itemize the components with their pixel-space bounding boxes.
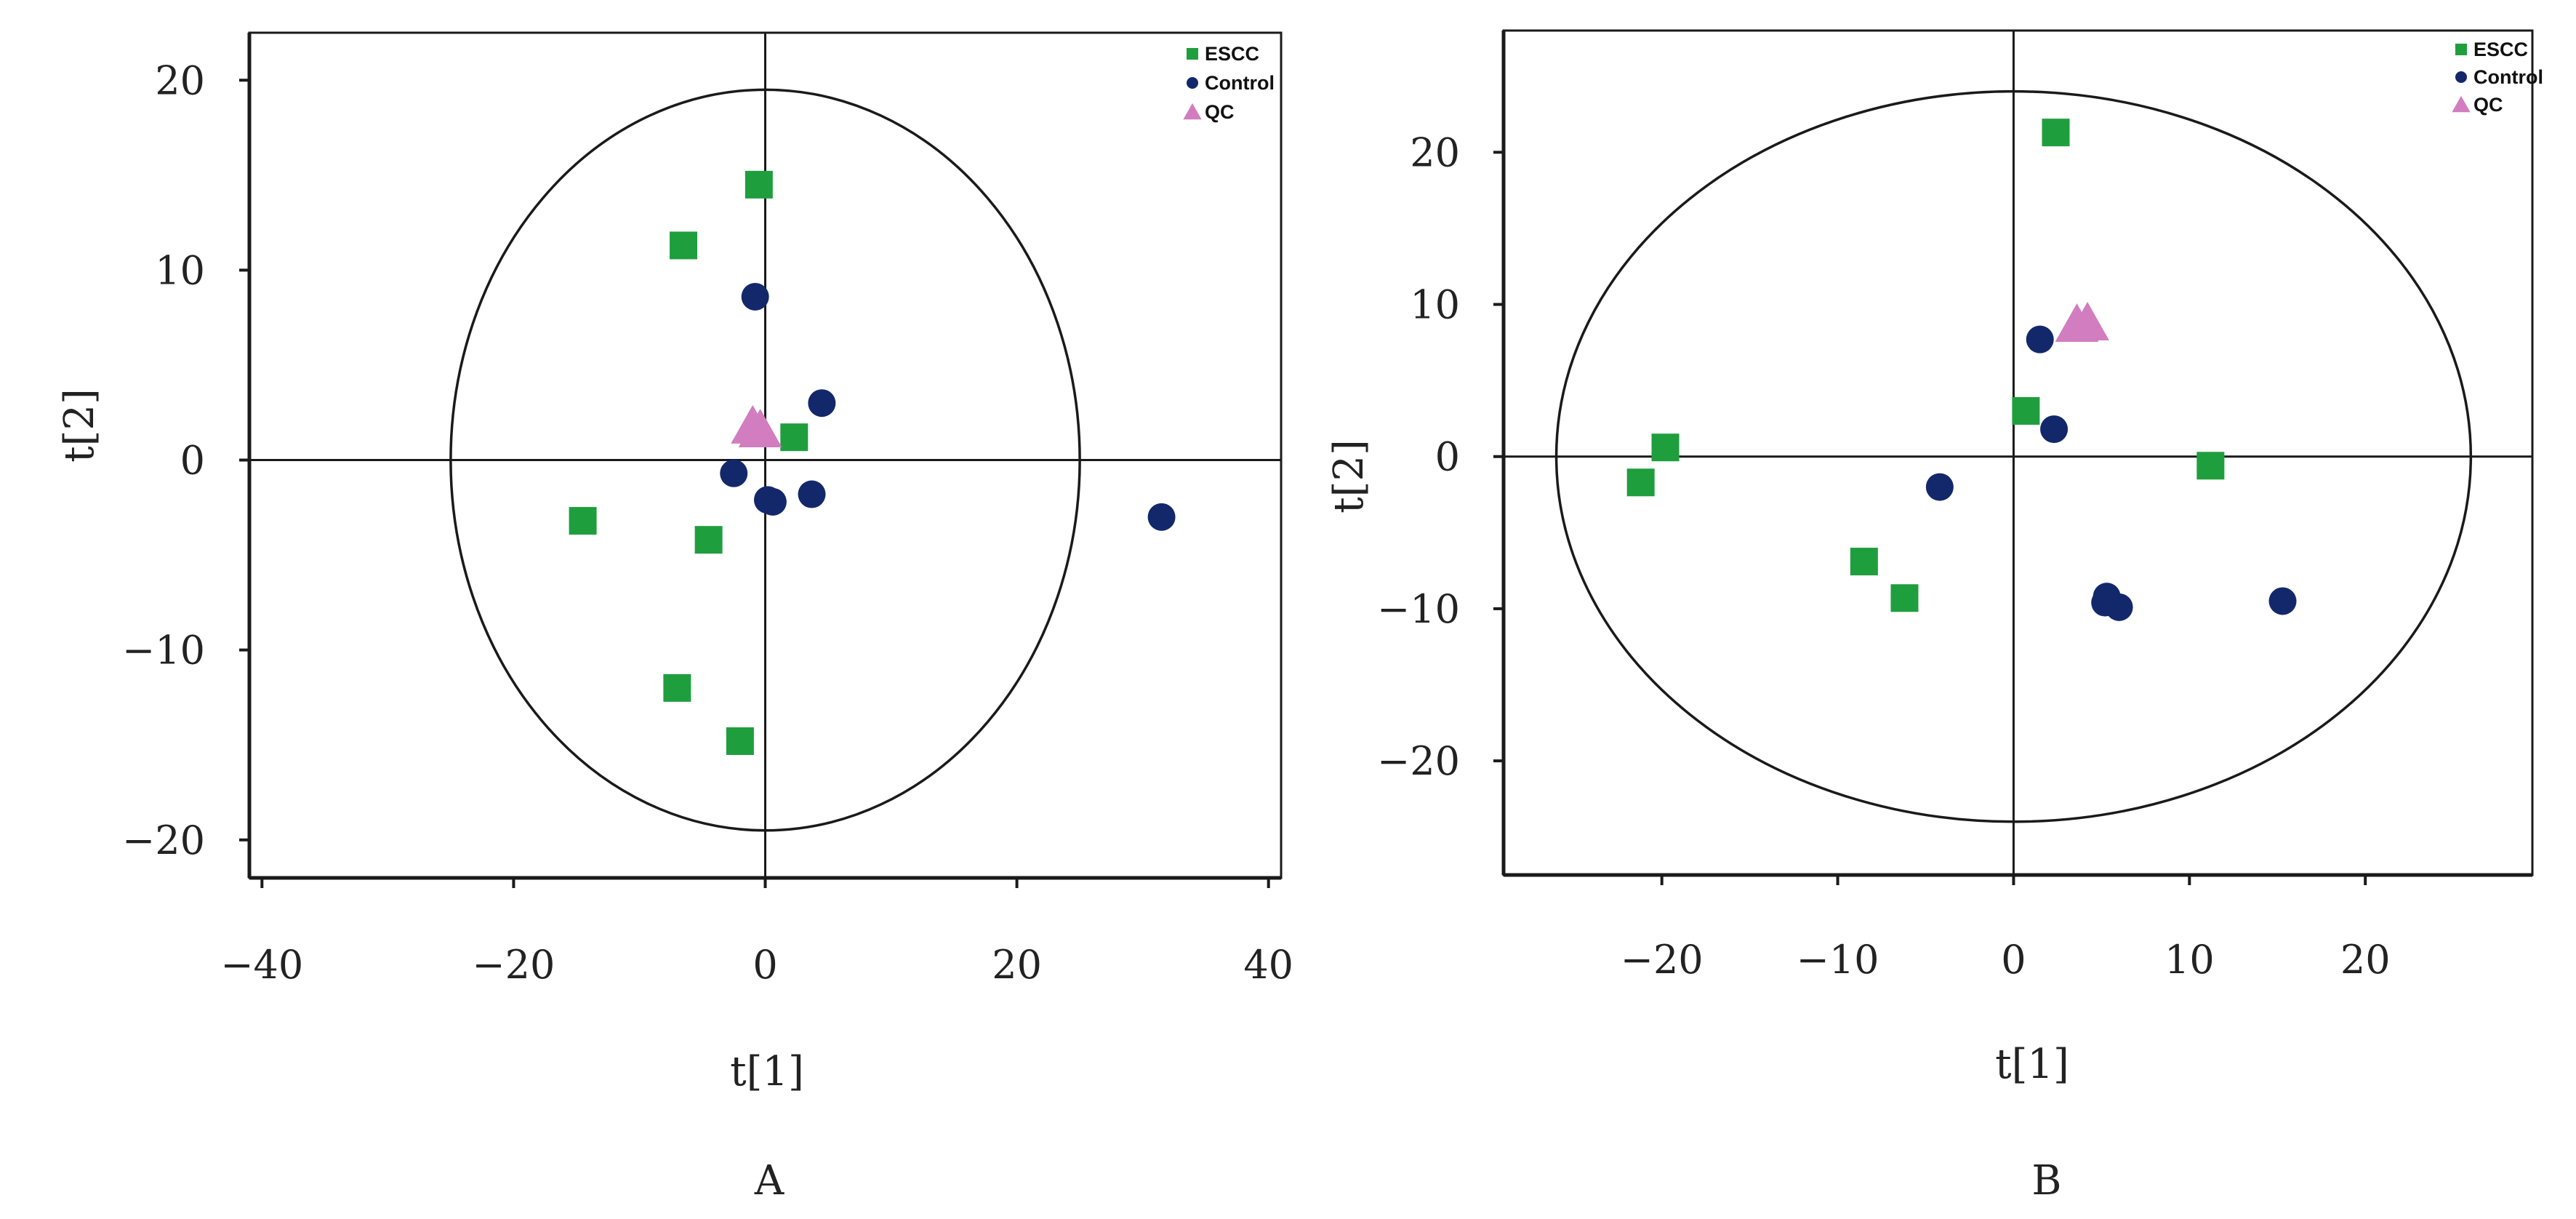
y-tick-label: 10 <box>1410 282 1460 328</box>
legend-label-escc: ESCC <box>2473 39 2528 60</box>
series-escc <box>569 170 808 755</box>
data-point-escc <box>569 507 597 535</box>
x-tick-label: 0 <box>2001 937 2026 983</box>
y-axis-title: t[2] <box>1325 439 1373 513</box>
data-point-escc <box>694 526 723 554</box>
data-point-control <box>2268 587 2297 615</box>
data-point-escc <box>780 423 808 452</box>
x-axis-title: t[1] <box>1995 1041 2069 1088</box>
data-point-qc <box>2066 302 2109 340</box>
data-point-control <box>758 487 787 516</box>
data-point-escc <box>1890 584 1919 612</box>
panel-label: A <box>754 1157 785 1204</box>
confidence-ellipse <box>449 88 1081 832</box>
series-qc <box>731 404 782 448</box>
data-point-control <box>798 480 826 508</box>
x-tick-label: 20 <box>2340 937 2391 983</box>
x-tick-label: −40 <box>220 942 303 988</box>
y-tick-label: 10 <box>155 247 205 293</box>
data-point-escc <box>2042 119 2070 147</box>
y-tick-label: 20 <box>1410 129 1460 175</box>
data-point-escc <box>663 674 691 702</box>
legend-label-escc: ESCC <box>1205 43 1259 65</box>
data-point-escc <box>670 231 698 260</box>
x-tick-label: 40 <box>1243 942 1293 988</box>
x-axis-title: t[1] <box>730 1048 804 1095</box>
y-axis-title: t[2] <box>56 388 103 463</box>
data-point-escc <box>1626 468 1655 497</box>
series-control <box>720 282 1176 531</box>
y-tick-label: −10 <box>122 628 205 674</box>
legend: ESCC Control QC <box>1183 43 1275 123</box>
series-qc <box>2055 302 2109 343</box>
data-point-control <box>741 282 769 311</box>
data-point-control <box>2026 325 2054 353</box>
y-tick-label: 20 <box>155 57 205 103</box>
legend-marker-control <box>1187 77 1198 89</box>
data-point-escc <box>745 170 773 199</box>
legend-marker-escc <box>1187 48 1198 60</box>
data-point-escc <box>1850 548 1878 576</box>
y-tick-label: −20 <box>122 818 205 863</box>
data-point-control <box>1925 473 1954 501</box>
legend-marker-qc <box>1183 103 1202 120</box>
data-point-escc <box>2196 452 2225 480</box>
legend-marker-control <box>2455 71 2467 83</box>
data-point-control <box>1147 503 1176 531</box>
data-point-escc <box>1651 433 1680 462</box>
chart-panel-b: −20 −10 0 10 20 −20 −10 0 10 20 t[1] t[2] B ESCC Contr… <box>1325 29 2543 1204</box>
legend-label-qc: QC <box>1205 101 1235 123</box>
y-tick-label: 0 <box>1435 434 1460 480</box>
data-point-control <box>720 459 748 487</box>
legend: ESCC Control QC <box>2452 39 2543 116</box>
chart-panel-a: −40 −20 0 20 40 −20 −10 0 10 20 t[1] t[2] A ESCC Contr… <box>56 31 1293 1204</box>
legend-label-control: Control <box>2473 66 2543 88</box>
data-point-escc <box>2012 396 2040 425</box>
legend-label-qc: QC <box>2473 94 2503 116</box>
y-tick-label: −10 <box>1377 586 1460 632</box>
data-point-control <box>2040 415 2069 444</box>
y-tick-label: 0 <box>180 438 205 484</box>
data-point-qc <box>738 409 782 448</box>
series-escc <box>1626 119 2225 612</box>
data-point-escc <box>726 727 754 755</box>
legend-label-control: Control <box>1205 72 1275 94</box>
legend-marker-escc <box>2455 44 2467 55</box>
legend-marker-qc <box>2452 95 2471 113</box>
x-tick-label: 20 <box>992 942 1042 988</box>
x-tick-label: −10 <box>1797 937 1879 983</box>
x-tick-label: −20 <box>1621 937 1704 983</box>
confidence-ellipse <box>1554 89 2473 823</box>
x-tick-label: −20 <box>472 942 555 988</box>
data-point-control <box>2105 593 2133 621</box>
series-control <box>1925 325 2297 621</box>
data-point-control <box>808 389 836 417</box>
x-tick-label: 10 <box>2164 937 2215 983</box>
y-tick-label: −20 <box>1377 738 1460 784</box>
panel-label: B <box>2031 1157 2061 1204</box>
x-tick-label: 0 <box>753 942 777 988</box>
